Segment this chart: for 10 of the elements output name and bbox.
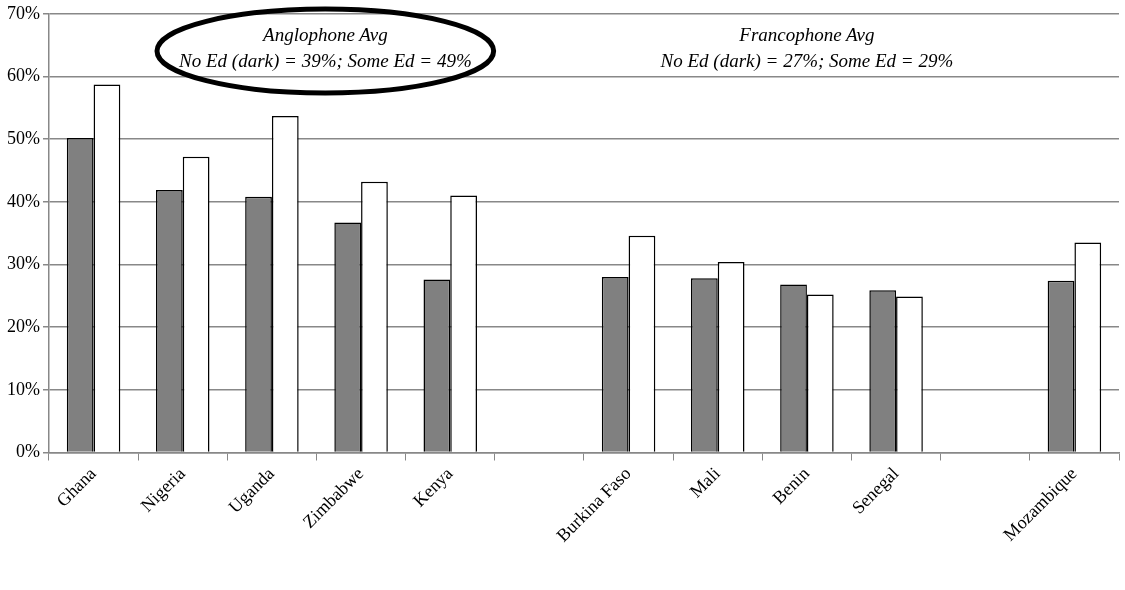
y-tick-label: 10% (6, 378, 40, 399)
annotation: Anglophone Avg No Ed (dark) = 39%; Some Ed = 49% (178, 24, 472, 72)
y-tick-label: 70% (6, 2, 40, 23)
y-tick-label: 0% (15, 441, 40, 462)
y-tick-label: 50% (6, 127, 40, 148)
y-tick-label: 30% (6, 253, 40, 274)
y-tick-label: 20% (6, 315, 40, 336)
annotation: Francophone Avg No Ed (dark) = 27%; Some Ed = 29% (659, 24, 954, 72)
y-tick-label: 60% (6, 65, 40, 86)
y-tick-label: 40% (6, 190, 40, 211)
